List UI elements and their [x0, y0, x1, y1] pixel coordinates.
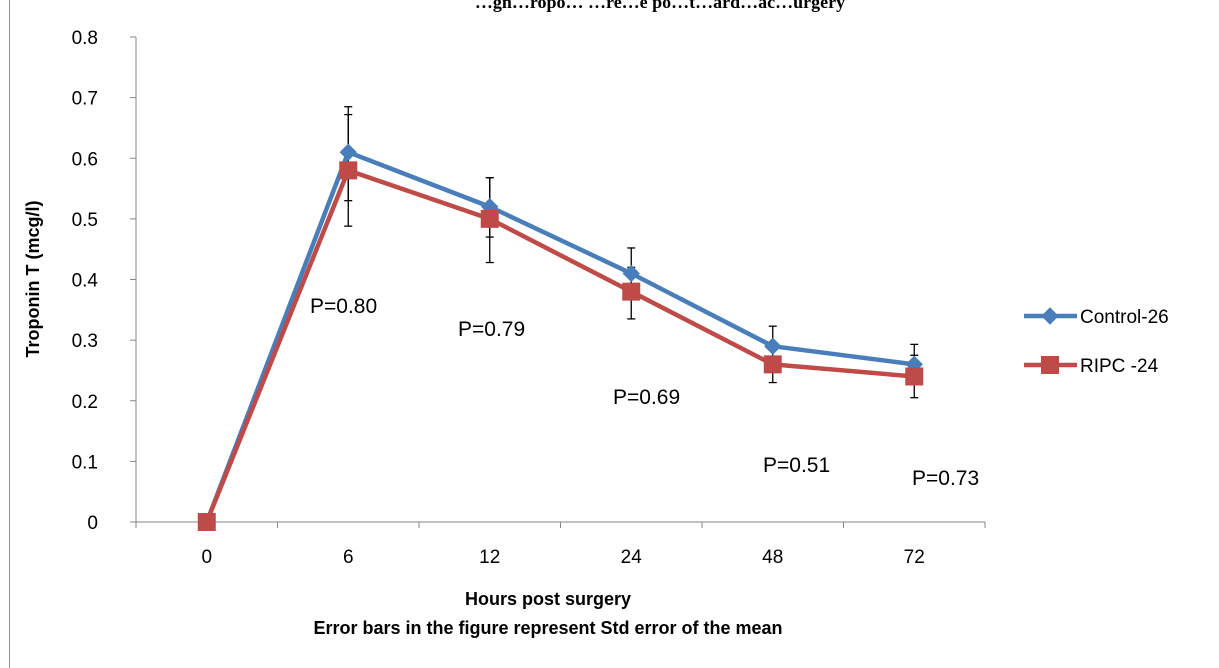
p-value-label: P=0.80: [310, 295, 377, 318]
x-tick-label: 0: [201, 547, 212, 568]
x-axis-title: Hours post surgery: [465, 589, 631, 609]
series-markers: [197, 143, 924, 531]
p-value-label: P=0.51: [763, 454, 830, 477]
y-tick-labels: 0 0.1 0.2 0.3 0.4 0.5 0.6 0.7 0.8: [72, 28, 99, 534]
p-value-label: P=0.79: [458, 318, 525, 341]
y-tick-label: 0.2: [72, 392, 98, 413]
data-point-control: [339, 143, 357, 161]
y-tick-label: 0.4: [72, 271, 99, 292]
p-value-label: P=0.69: [613, 386, 680, 409]
y-tick-label: 0.6: [72, 149, 98, 170]
data-point-control: [764, 337, 782, 355]
p-value-annotations: P=0.80 P=0.79 P=0.69 P=0.51 P=0.73: [310, 295, 979, 490]
legend-marker: [1041, 356, 1059, 374]
y-tick-label: 0.5: [72, 210, 98, 231]
legend-marker: [1041, 307, 1059, 325]
x-tick-label: 6: [343, 547, 354, 568]
chart-footnote: Error bars in the figure represent Std e…: [313, 618, 782, 638]
data-point-ripc: [763, 355, 782, 374]
series-lines: [204, 149, 915, 523]
x-tick-label: 24: [621, 547, 643, 568]
series-line-ripc: [204, 168, 915, 523]
p-value-label: P=0.73: [912, 467, 979, 490]
data-point-ripc: [480, 209, 499, 228]
data-point-ripc: [197, 513, 216, 531]
x-tick-label: 72: [904, 547, 925, 568]
data-point-ripc: [622, 282, 641, 301]
y-tick-label: 0.1: [72, 452, 98, 473]
y-tick-label: 0.7: [72, 89, 98, 110]
series-line-control: [204, 149, 915, 523]
legend: Control-26 RIPC -24: [1024, 307, 1169, 377]
chart-title: …gn…ropo… …re…e po…t…ard…ac…urgery: [475, 0, 845, 12]
legend-label: RIPC -24: [1080, 356, 1159, 377]
axes: [130, 36, 986, 528]
x-tick-label: 12: [479, 547, 500, 568]
y-tick-label: 0.8: [72, 28, 98, 49]
data-point-ripc: [905, 367, 924, 386]
y-tick-label: 0.3: [72, 331, 98, 352]
data-point-control: [622, 264, 640, 283]
x-tick-label: 48: [762, 547, 783, 568]
x-tick-labels: 0 6 12 24 48 72: [201, 547, 924, 568]
y-axis-title: Troponin T (mcg/l): [23, 201, 43, 358]
data-point-ripc: [339, 161, 358, 180]
y-tick-label: 0: [87, 513, 98, 534]
legend-label: Control-26: [1080, 307, 1169, 328]
